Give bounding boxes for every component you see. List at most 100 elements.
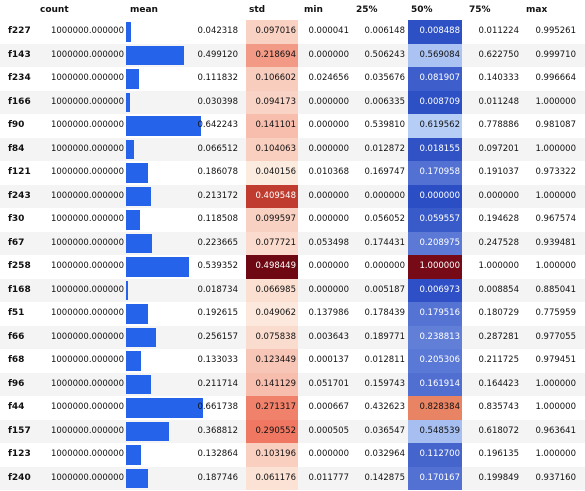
table-row: f243 1000000.000000 0.213172 0.409548 0.0000… — [0, 184, 585, 208]
cell-25pct: 0.036547 — [364, 425, 405, 436]
cell-max: 0.885041 — [535, 284, 576, 295]
cell-std: 0.141129 — [246, 372, 298, 396]
cell-75pct: 1.000000 — [478, 261, 519, 271]
cell-max: 0.979451 — [535, 355, 576, 365]
table-row: f68 1000000.000000 0.133033 0.123449 0.00013… — [0, 349, 585, 373]
mean-bar — [126, 327, 156, 347]
table-row: f143 1000000.000000 0.499120 0.218694 0.0000… — [0, 43, 585, 67]
cell-75pct: 0.011248 — [478, 96, 519, 107]
cell-max: 0.999710 — [535, 49, 576, 60]
cell-75pct: 0.778886 — [478, 120, 519, 130]
row-index: f123 — [8, 449, 31, 459]
cell-std: 0.498449 — [246, 255, 298, 279]
cell-std: 0.141101 — [246, 114, 298, 138]
cell-75pct: 0.180729 — [478, 308, 519, 318]
cell-25pct: 0.189771 — [364, 331, 405, 342]
cell-min: 0.137986 — [308, 308, 349, 318]
mean-bar — [126, 374, 151, 394]
cell-75pct: 0.211725 — [478, 355, 519, 365]
cell-mean: 0.118508 — [197, 214, 238, 224]
cell-count: 1000000.000000 — [50, 355, 124, 365]
cell-std: 0.409548 — [246, 184, 298, 208]
mean-bar — [126, 257, 189, 277]
row-index: f96 — [8, 378, 25, 389]
cell-mean: 0.133033 — [197, 355, 238, 365]
cell-min: 0.000667 — [308, 402, 349, 412]
cell-std: 0.103196 — [246, 443, 298, 467]
mean-bar — [126, 280, 128, 300]
cell-25pct: 0.035676 — [364, 73, 405, 83]
cell-count: 1000000.000000 — [50, 120, 124, 130]
cell-25pct: 0.032964 — [364, 449, 405, 459]
cell-min: 0.000000 — [308, 96, 349, 107]
cell-25pct: 0.012872 — [364, 143, 405, 154]
cell-min: 0.000000 — [308, 261, 349, 271]
cell-std: 0.104063 — [246, 137, 298, 161]
cell-75pct: 0.191037 — [478, 167, 519, 177]
table-row: f30 1000000.000000 0.118508 0.099597 0.00000… — [0, 208, 585, 232]
row-index: f121 — [8, 167, 31, 177]
mean-bar — [126, 163, 148, 183]
row-index: f68 — [8, 355, 25, 365]
cell-50pct: 0.008709 — [408, 90, 462, 114]
row-index: f51 — [8, 308, 25, 318]
cell-std: 0.049062 — [246, 302, 298, 326]
cell-25pct: 0.000000 — [364, 190, 405, 201]
cell-75pct: 0.835743 — [478, 402, 519, 412]
header-75pct: 75% — [469, 5, 491, 15]
cell-mean: 0.042318 — [197, 26, 238, 36]
cell-50pct: 0.008488 — [408, 20, 462, 44]
cell-25pct: 0.142875 — [364, 472, 405, 483]
cell-min: 0.011777 — [308, 472, 349, 483]
cell-25pct: 0.012811 — [364, 355, 405, 365]
cell-min: 0.000000 — [308, 284, 349, 295]
cell-max: 1.000000 — [535, 378, 576, 389]
cell-max: 0.775959 — [535, 308, 576, 318]
row-index: f90 — [8, 120, 25, 130]
cell-count: 1000000.000000 — [50, 49, 124, 60]
cell-75pct: 0.000000 — [478, 190, 519, 201]
cell-count: 1000000.000000 — [50, 378, 124, 389]
table-row: f227 1000000.000000 0.042318 0.097016 0.0000… — [0, 20, 585, 44]
cell-max: 0.996664 — [535, 73, 576, 83]
cell-min: 0.051701 — [308, 378, 349, 389]
cell-75pct: 0.140333 — [478, 73, 519, 83]
cell-max: 1.000000 — [535, 261, 576, 271]
cell-50pct: 0.205306 — [408, 349, 462, 373]
cell-std: 0.097016 — [246, 20, 298, 44]
cell-50pct: 0.112700 — [408, 443, 462, 467]
cell-25pct: 0.506243 — [364, 49, 405, 60]
cell-count: 1000000.000000 — [50, 449, 124, 459]
cell-std: 0.099597 — [246, 208, 298, 232]
cell-count: 1000000.000000 — [50, 26, 124, 36]
header-std: std — [249, 5, 266, 15]
row-index: f227 — [8, 26, 31, 36]
cell-count: 1000000.000000 — [50, 472, 124, 483]
mean-bar — [126, 351, 141, 371]
cell-50pct: 0.059557 — [408, 208, 462, 232]
cell-min: 0.000000 — [308, 120, 349, 130]
cell-max: 1.000000 — [535, 143, 576, 154]
cell-min: 0.010368 — [308, 167, 349, 177]
cell-max: 0.967574 — [535, 214, 576, 224]
cell-75pct: 0.622750 — [478, 49, 519, 60]
row-index: f66 — [8, 331, 25, 342]
row-index: f84 — [8, 143, 25, 154]
mean-bar — [126, 233, 152, 253]
cell-min: 0.000000 — [308, 190, 349, 201]
cell-50pct: 0.208975 — [408, 231, 462, 255]
row-index: f240 — [8, 472, 31, 483]
cell-std: 0.218694 — [246, 43, 298, 67]
cell-min: 0.003643 — [308, 331, 349, 342]
cell-count: 1000000.000000 — [50, 308, 124, 318]
cell-max: 1.000000 — [535, 402, 576, 412]
mean-bar — [126, 69, 139, 89]
cell-25pct: 0.006148 — [364, 26, 405, 36]
mean-bar — [126, 45, 184, 65]
cell-min: 0.000505 — [308, 425, 349, 436]
table-row: f258 1000000.000000 0.539352 0.498449 0.0000… — [0, 255, 585, 279]
header-count: count — [40, 5, 69, 15]
row-index: f234 — [8, 73, 31, 83]
mean-bar — [126, 398, 203, 418]
cell-count: 1000000.000000 — [50, 190, 124, 201]
